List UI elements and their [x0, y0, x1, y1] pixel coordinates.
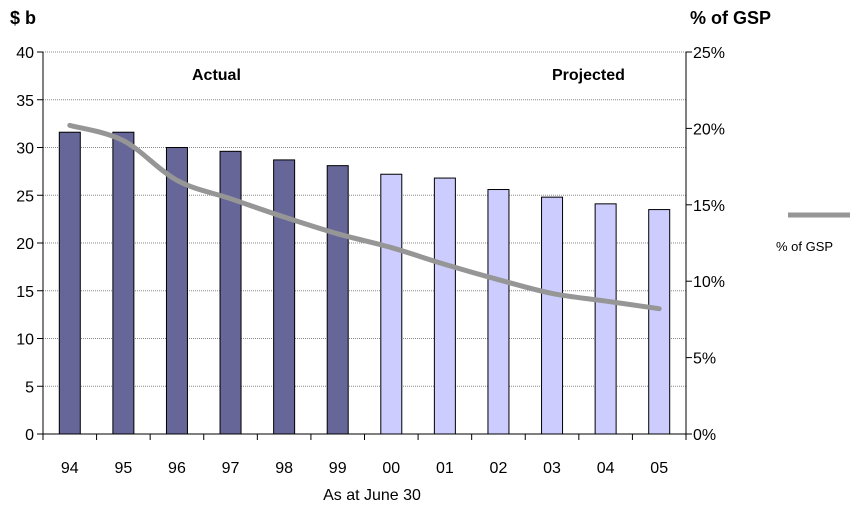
bar-05 — [648, 209, 671, 435]
right-tick-label: 5% — [693, 351, 716, 368]
bar-00 — [380, 173, 403, 435]
x-tick-label: 02 — [490, 460, 508, 477]
left-tick-labels: 0 5 10 15 20 25 30 35 40 — [16, 45, 34, 444]
right-tick-label: 0% — [693, 427, 716, 444]
left-tick-label: 35 — [16, 93, 34, 110]
line-gsp — [67, 122, 662, 312]
bar-96 — [165, 147, 188, 435]
left-tick-label: 10 — [16, 332, 34, 349]
left-tick-label: 15 — [16, 284, 34, 301]
left-tick-label: 5 — [25, 379, 34, 396]
bar-95 — [112, 131, 135, 435]
right-axis-label: % of GSP — [690, 8, 771, 28]
x-axis-title: As at June 30 — [323, 487, 421, 504]
axes — [37, 51, 692, 440]
bar-99 — [326, 165, 349, 435]
x-tick-labels: 94 95 96 97 98 99 00 01 02 03 04 05 — [61, 460, 668, 477]
legend-label-gsp: % of GSP — [776, 239, 833, 254]
right-tick-label: 15% — [693, 198, 725, 215]
left-tick-label: 0 — [25, 427, 34, 444]
right-tick-label: 20% — [693, 121, 725, 138]
x-tick-label: 03 — [543, 460, 561, 477]
bar-03 — [541, 196, 564, 435]
x-tick-label: 97 — [222, 460, 240, 477]
left-axis-label: $ b — [10, 8, 36, 28]
annotation-actual: Actual — [192, 67, 241, 84]
left-tick-label: 20 — [16, 236, 34, 253]
x-tick-label: 99 — [329, 460, 347, 477]
bar-97 — [219, 150, 242, 435]
x-tick-label: 01 — [436, 460, 454, 477]
legend: % of GSP — [776, 212, 850, 254]
bars — [58, 131, 671, 435]
x-tick-label: 00 — [382, 460, 400, 477]
bar-02 — [487, 189, 510, 435]
x-tick-label: 98 — [275, 460, 293, 477]
left-tick-label: 25 — [16, 188, 34, 205]
bar-04 — [594, 203, 617, 435]
x-tick-label: 04 — [597, 460, 615, 477]
right-tick-label: 10% — [693, 274, 725, 291]
x-tick-label: 96 — [168, 460, 186, 477]
x-tick-label: 94 — [61, 460, 79, 477]
line-layer — [67, 122, 662, 312]
bar-94 — [58, 131, 81, 435]
right-tick-label: 25% — [693, 45, 725, 62]
bar-01 — [433, 177, 456, 435]
bar-98 — [273, 159, 296, 435]
x-tick-label: 05 — [650, 460, 668, 477]
left-tick-label: 40 — [16, 45, 34, 62]
right-tick-labels: 0% 5% 10% 15% 20% 25% — [693, 45, 725, 444]
x-tick-label: 95 — [114, 460, 132, 477]
annotation-projected: Projected — [552, 67, 625, 84]
left-tick-label: 30 — [16, 141, 34, 158]
